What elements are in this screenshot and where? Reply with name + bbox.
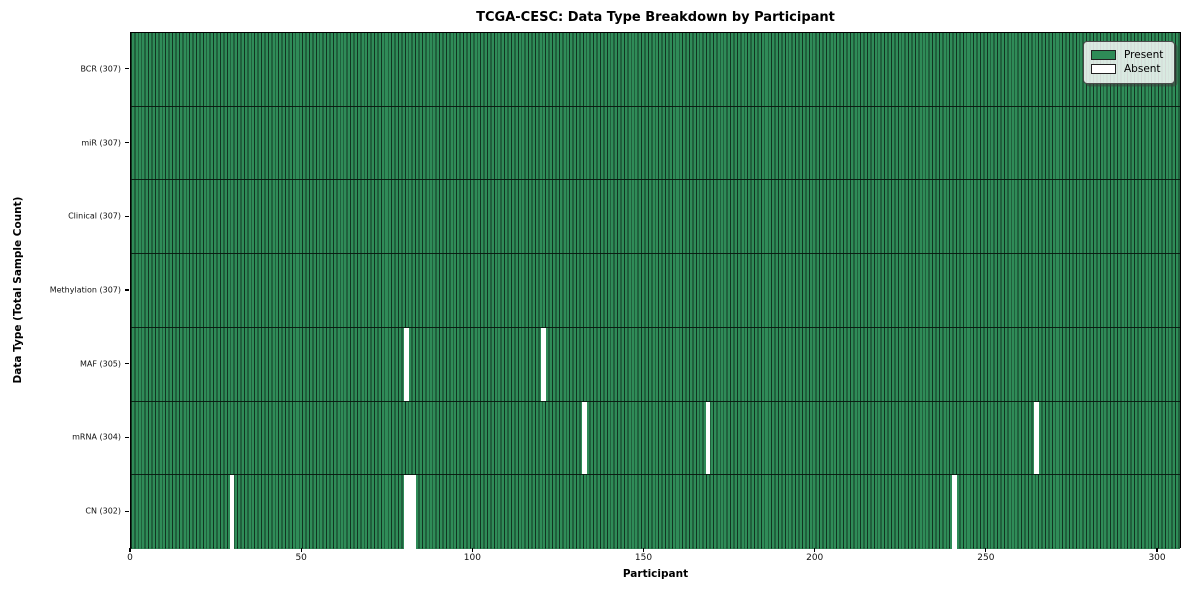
y-tick-mark (125, 141, 129, 144)
legend-swatch-present (1091, 50, 1116, 60)
absent-cell-cn-80 (404, 475, 409, 549)
y-tick-mark (125, 215, 129, 217)
heatmap-row-clinical (131, 180, 1180, 255)
y-tick-mark (125, 289, 129, 291)
y-tick-label-mir: miR (307) (81, 138, 121, 148)
heatmap-row-mrna (131, 401, 1180, 476)
absent-cell-cn-29 (229, 475, 235, 549)
absent-cell-maf-80 (404, 327, 409, 401)
x-tick-label-150: 150 (634, 553, 653, 563)
x-tick-mark (300, 548, 302, 552)
absent-cell-cn-240 (952, 475, 957, 549)
plot-area (130, 32, 1181, 549)
y-tick-mark (125, 436, 129, 439)
absent-cell-mrna-264 (1034, 401, 1039, 475)
x-tick-mark (642, 548, 645, 552)
heatmap-row-mir (131, 106, 1180, 181)
absent-cell-cn-81 (407, 475, 413, 549)
legend-label-absent: Absent (1124, 63, 1161, 75)
x-tick-mark (1156, 548, 1158, 552)
x-axis-label: Participant (622, 568, 689, 580)
x-tick-mark (129, 548, 131, 552)
chart-title: TCGA-CESC: Data Type Breakdown by Partic… (476, 10, 835, 25)
y-tick-label-bcr: BCR (307) (80, 64, 121, 74)
y-tick-mark (125, 363, 129, 365)
absent-cell-mrna-168 (705, 401, 711, 475)
heatmap-row-cn (131, 475, 1180, 549)
x-tick-mark (985, 548, 987, 552)
absent-cell-maf-120 (541, 327, 546, 401)
absent-cell-mrna-132 (582, 401, 587, 475)
legend-label-present: Present (1124, 49, 1164, 61)
x-tick-label-100: 100 (463, 553, 481, 563)
y-tick-mark (125, 510, 129, 512)
x-tick-mark (814, 548, 816, 552)
y-axis-label: Data Type (Total Sample Count) (12, 196, 24, 384)
legend-swatch-absent (1091, 64, 1116, 74)
x-tick-mark (471, 548, 473, 552)
absent-cell-cn-82 (411, 475, 416, 549)
legend-item-absent: Absent (1091, 63, 1167, 75)
heatmap-row-maf (131, 327, 1180, 402)
y-tick-label-mrna: mRNA (304) (72, 432, 121, 442)
y-tick-label-maf: MAF (305) (79, 359, 121, 369)
x-tick-label-250: 250 (977, 553, 995, 563)
y-tick-mark (125, 68, 129, 70)
legend-item-present: Present (1091, 49, 1167, 61)
legend: Present Absent (1083, 41, 1175, 84)
x-tick-label-200: 200 (806, 553, 824, 563)
heatmap-row-bcr (131, 33, 1180, 107)
x-tick-label-50: 50 (295, 553, 307, 563)
y-tick-label-cn: CN (302) (85, 506, 121, 516)
x-tick-label-300: 300 (1148, 553, 1166, 563)
y-tick-label-clinical: Clinical (307) (68, 211, 121, 221)
x-tick-label-0: 0 (127, 553, 133, 563)
y-tick-label-methylation: Methylation (307) (49, 285, 121, 295)
heatmap-row-methylation (131, 254, 1180, 328)
